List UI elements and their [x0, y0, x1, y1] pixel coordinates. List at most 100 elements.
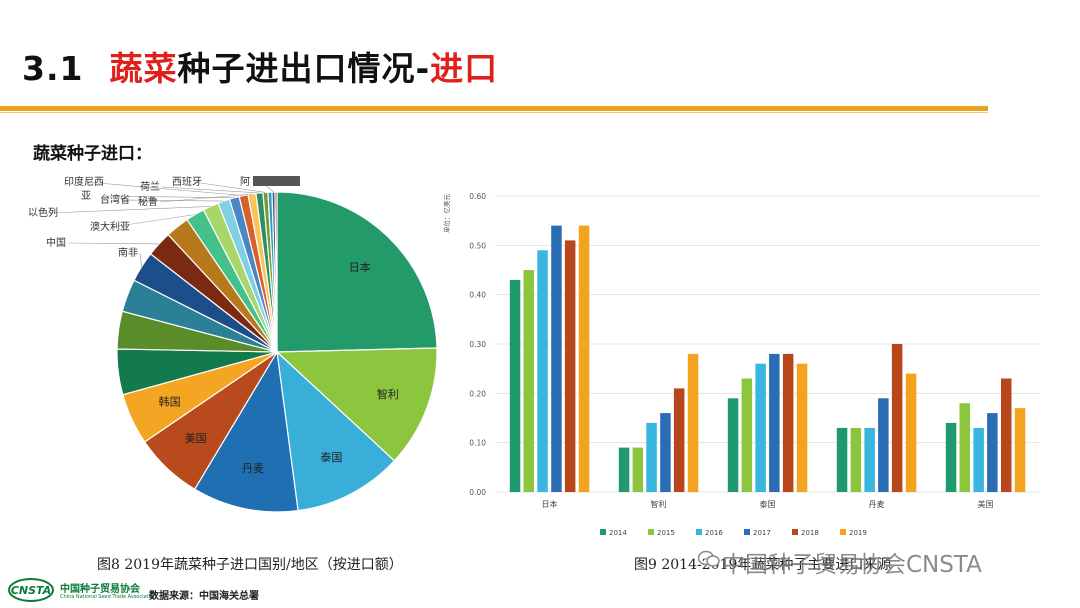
- bar: [632, 447, 644, 492]
- legend-swatch: [840, 529, 846, 535]
- legend: 2014 2015 2016 2017 2018 2019: [600, 529, 867, 537]
- bar: [564, 240, 576, 492]
- watermark: 中国种子贸易协会CNSTA: [722, 552, 982, 578]
- y-tick-label: 0.10: [469, 439, 486, 448]
- bar: [836, 427, 848, 492]
- pie-leader-line: [121, 199, 224, 202]
- bar: [796, 363, 808, 492]
- bar: [523, 270, 534, 492]
- bars: [509, 225, 1026, 492]
- pie-leader-line: [111, 214, 196, 228]
- bar: [959, 403, 970, 492]
- title-part-main: 种子进出口情况-: [177, 49, 431, 88]
- section-label: 蔬菜种子进口：: [33, 144, 152, 164]
- wechat-icon: [698, 550, 720, 567]
- pie-slice-label: 荷兰: [140, 180, 160, 193]
- y-tick-label: 0.60: [469, 192, 486, 201]
- organization-name: 中国种子贸易协会: [60, 584, 140, 595]
- pie-slice-label: 澳大利亚: [90, 220, 130, 233]
- bar-chart: 单位：亿美元 0.00 0.10 0.20 0.30 0.40 0.50 0.60 日本 智利…: [442, 192, 1040, 537]
- legend-label: 2019: [849, 529, 867, 537]
- legend-label: 2014: [609, 529, 627, 537]
- pie-leader-line: [139, 252, 142, 267]
- bar: [660, 413, 671, 492]
- pie-slice-label: 丹麦: [242, 462, 264, 475]
- title-underline-thin: [0, 112, 988, 113]
- pie-slice-label: 智利: [377, 387, 399, 401]
- y-tick-label: 0.50: [469, 241, 486, 250]
- y-tick-labels: 0.00 0.10 0.20 0.30 0.40 0.50 0.60: [469, 192, 486, 497]
- x-tick-label: 丹麦: [869, 499, 885, 509]
- pie-slice: [276, 191, 438, 353]
- bar: [755, 363, 766, 492]
- pie-slice: [274, 191, 278, 353]
- svg-text:CNSTA: CNSTA: [11, 584, 51, 597]
- legend-swatch: [744, 529, 750, 535]
- bar: [850, 427, 862, 492]
- bar: [1001, 378, 1012, 492]
- page-title: 3.1 蔬菜种子进出口情况-进口: [22, 42, 498, 90]
- legend-label: 2017: [753, 529, 771, 537]
- x-tick-label: 美国: [978, 499, 994, 509]
- pie-leader-line: [193, 181, 266, 193]
- x-tick-label: 智利: [651, 499, 667, 509]
- pie-slice-label: 韩国: [159, 395, 181, 409]
- figure8-caption: 图8 2019年蔬菜种子进口国别/地区（按进口额）: [97, 557, 403, 573]
- pie-slice-label: 阿: [240, 176, 250, 188]
- pie-slice: [276, 350, 396, 512]
- bar: [509, 279, 521, 492]
- legend-swatch: [792, 529, 798, 535]
- bar: [973, 427, 984, 492]
- bar: [741, 378, 753, 492]
- pie-leader-line: [49, 206, 211, 214]
- y-tick-label: 0.30: [469, 340, 486, 349]
- x-tick-label: 泰国: [760, 499, 776, 509]
- bar: [687, 353, 699, 492]
- pie-slice-label: 秘鲁: [138, 195, 158, 208]
- bar: [537, 250, 548, 492]
- bar: [987, 413, 998, 492]
- gridlines: [495, 195, 1040, 493]
- section-number: 3.1: [22, 49, 84, 88]
- legend-swatch: [648, 529, 654, 535]
- pie-slice-label: 日本: [349, 260, 371, 274]
- pie-slice-label: 台湾省: [100, 193, 130, 206]
- data-source: 数据来源：中国海关总署: [149, 591, 259, 602]
- pie-slices: [116, 191, 438, 513]
- bar: [727, 398, 739, 492]
- organization-name-en: China National Seed Trade Association: [60, 594, 157, 600]
- bar: [891, 344, 903, 492]
- figure9-caption: 图9 2014-2019年蔬菜种子主要进口来源: [634, 557, 892, 573]
- bar: [945, 422, 957, 492]
- legend-label: 2016: [705, 529, 723, 537]
- bar: [578, 225, 590, 492]
- y-tick-label: 0.40: [469, 291, 486, 300]
- title-part-import: 进口: [430, 49, 499, 88]
- pie-leader-line: [85, 181, 244, 196]
- y-axis-label: 单位：亿美元: [442, 194, 451, 234]
- pie-slice-label: 南非: [118, 246, 138, 259]
- bar: [1014, 408, 1026, 492]
- bar: [769, 353, 780, 492]
- pie-slice-label: 泰国: [320, 450, 342, 464]
- title-underline: [0, 106, 988, 111]
- redacted-labels-block: [253, 176, 300, 186]
- pie-slice-label: 印度尼西: [64, 175, 104, 188]
- pie-slice: [193, 350, 299, 513]
- pie-slice: [275, 347, 438, 462]
- legend-swatch: [600, 529, 606, 535]
- x-tick-label: 日本: [542, 499, 558, 509]
- bar: [551, 225, 562, 492]
- pie-leader-line: [159, 193, 253, 203]
- y-tick-label: 0.00: [469, 488, 486, 497]
- pie-slice-label: 中国: [46, 236, 66, 249]
- pie-slice-label: 以色列: [28, 206, 58, 219]
- bar: [864, 427, 875, 492]
- y-tick-label: 0.20: [469, 389, 486, 398]
- bar: [878, 398, 889, 492]
- bar: [905, 373, 917, 492]
- pie-slice-label: 亚: [81, 191, 91, 202]
- bar: [646, 422, 657, 492]
